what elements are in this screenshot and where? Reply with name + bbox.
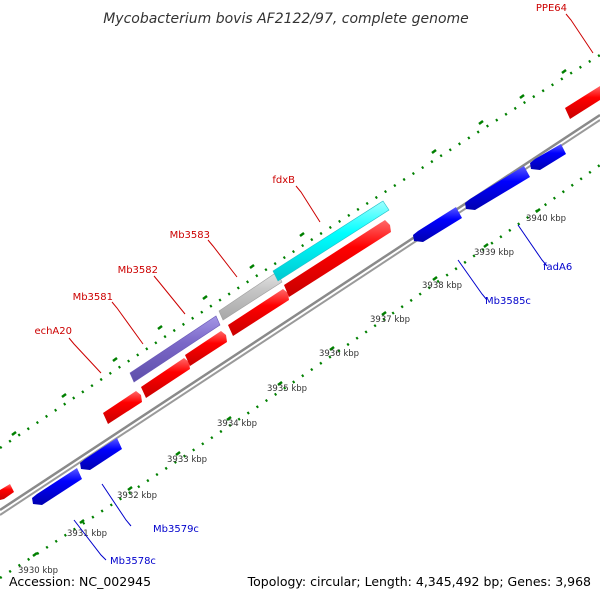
gene-label-echa20[interactable]: echA20: [34, 326, 72, 337]
reverse-label-leaders: [73, 224, 548, 561]
reverse-gene-4[interactable]: [465, 166, 530, 210]
gene-mb3583-fdxb[interactable]: [272, 200, 390, 282]
outer-major-ticks: [11, 69, 567, 436]
gene-label-mb3578c[interactable]: Mb3578c: [110, 556, 156, 567]
gene-label-mb3585c[interactable]: Mb3585c: [485, 296, 531, 307]
reverse-gene-3[interactable]: [413, 207, 462, 242]
reverse-strand-genes: [32, 144, 566, 505]
inner-tick-ring: [0, 163, 600, 580]
forward-gene-5[interactable]: [228, 289, 289, 336]
tick-label-3938: 3938 kbp: [422, 281, 462, 291]
gene-label-ppe64[interactable]: PPE64: [536, 3, 567, 14]
reverse-gene-labels: fadA6 Mb3585c Mb3579c Mb3578c: [110, 262, 572, 567]
genome-backbone-outer: [0, 113, 600, 512]
gene-label-fada6[interactable]: fadA6: [543, 262, 572, 273]
inner-major-ticks: [32, 208, 541, 557]
tick-label-3936: 3936 kbp: [319, 349, 359, 359]
highlight-genes: [129, 200, 390, 383]
tick-label-3930: 3930 kbp: [18, 566, 58, 576]
forward-gene-2[interactable]: [103, 391, 142, 424]
tick-label-3933: 3933 kbp: [167, 455, 207, 465]
forward-gene-7[interactable]: [565, 86, 600, 119]
forward-gene-1[interactable]: [0, 484, 14, 500]
forward-gene-6[interactable]: [284, 220, 391, 297]
scale-labels: 3930 kbp 3931 kbp 3932 kbp 3933 kbp 3934…: [18, 214, 566, 576]
tick-label-3932: 3932 kbp: [117, 491, 157, 501]
tick-label-3940: 3940 kbp: [526, 214, 566, 224]
forward-gene-3[interactable]: [141, 358, 190, 398]
tick-label-3935: 3935 kbp: [267, 384, 307, 394]
gene-mb3582[interactable]: [218, 271, 283, 321]
reverse-gene-2[interactable]: [80, 438, 122, 470]
reverse-gene-5[interactable]: [530, 144, 566, 170]
tick-label-3939: 3939 kbp: [474, 248, 514, 258]
gene-label-mb3579c[interactable]: Mb3579c: [153, 524, 199, 535]
accession-text: Accession: NC_002945: [9, 574, 151, 589]
tick-label-3934: 3934 kbp: [217, 419, 257, 429]
reverse-gene-1[interactable]: [32, 468, 82, 505]
gene-label-mb3583[interactable]: Mb3583: [170, 230, 210, 241]
genome-summary: Topology: circular; Length: 4,345,492 bp…: [247, 574, 591, 589]
gene-mb3581[interactable]: [129, 315, 221, 383]
map-title: Mycobacterium bovis AF2122/97, complete …: [103, 11, 469, 27]
gene-label-mb3582[interactable]: Mb3582: [118, 265, 158, 276]
gene-label-fdxb[interactable]: fdxB: [272, 175, 295, 186]
forward-label-leaders: [68, 13, 594, 374]
forward-gene-labels: PPE64 fdxB Mb3583 Mb3582 Mb3581 echA20: [34, 3, 567, 337]
forward-gene-4[interactable]: [185, 331, 227, 366]
gene-label-mb3581[interactable]: Mb3581: [73, 292, 113, 303]
tick-label-3937: 3937 kbp: [370, 315, 410, 325]
forward-strand-genes: [0, 86, 600, 500]
tick-label-3931: 3931 kbp: [67, 529, 107, 539]
